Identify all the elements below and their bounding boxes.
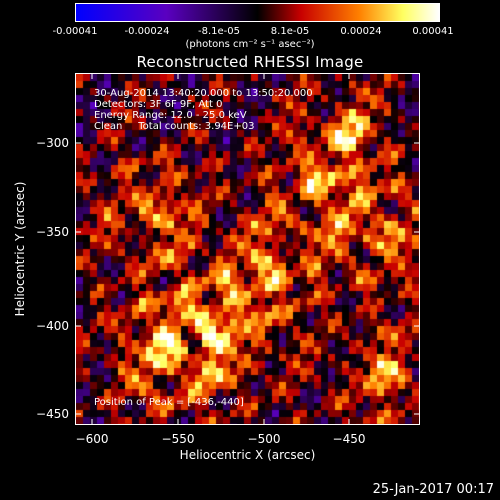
y-tick-label: −450 bbox=[36, 407, 69, 421]
time-range-label: 30-Aug-2014 13:40:20.000 to 13:50:20.000 bbox=[94, 88, 313, 99]
y-tick-label: −300 bbox=[36, 136, 69, 150]
y-tick-label: −400 bbox=[36, 319, 69, 333]
colorbar-tick-label: 8.1e-05 bbox=[270, 26, 310, 37]
energy-range-label: Energy Range: 12.0 - 25.0 keV bbox=[94, 110, 247, 121]
x-tick-label: −450 bbox=[332, 432, 366, 446]
y-axis-label: Heliocentric Y (arcsec) bbox=[13, 181, 27, 317]
x-tick-label: −600 bbox=[75, 432, 109, 446]
plot-title: Reconstructed RHESSI Image bbox=[136, 53, 364, 71]
colorbar-units-label: (photons cm⁻² s⁻¹ asec⁻²) bbox=[185, 39, 315, 50]
algorithm-counts-label: Clean Total counts: 3.94E+03 bbox=[94, 121, 255, 132]
x-axis-label: Heliocentric X (arcsec) bbox=[179, 448, 316, 462]
colorbar-tick-label: -0.00041 bbox=[52, 26, 98, 37]
colorbar bbox=[75, 3, 440, 22]
x-tick-label: −500 bbox=[247, 432, 281, 446]
x-tick-label: −550 bbox=[161, 432, 195, 446]
colorbar-tick-label: -8.1e-05 bbox=[198, 26, 240, 37]
colorbar-gradient bbox=[76, 4, 439, 21]
colorbar-tick-label: -0.00024 bbox=[124, 26, 170, 37]
colorbar-tick-label: 0.00041 bbox=[412, 26, 454, 37]
plot-area bbox=[75, 73, 420, 425]
y-tick-label: −350 bbox=[36, 225, 69, 239]
colorbar-tick-label: 0.00024 bbox=[340, 26, 382, 37]
timestamp-label: 25-Jan-2017 00:17 bbox=[372, 482, 494, 497]
peak-position-label: Position of Peak = [-436,-440] bbox=[94, 397, 244, 408]
heatmap-image bbox=[76, 74, 419, 424]
detectors-label: Detectors: 3F 6F 9F, Att 0 bbox=[94, 99, 223, 110]
